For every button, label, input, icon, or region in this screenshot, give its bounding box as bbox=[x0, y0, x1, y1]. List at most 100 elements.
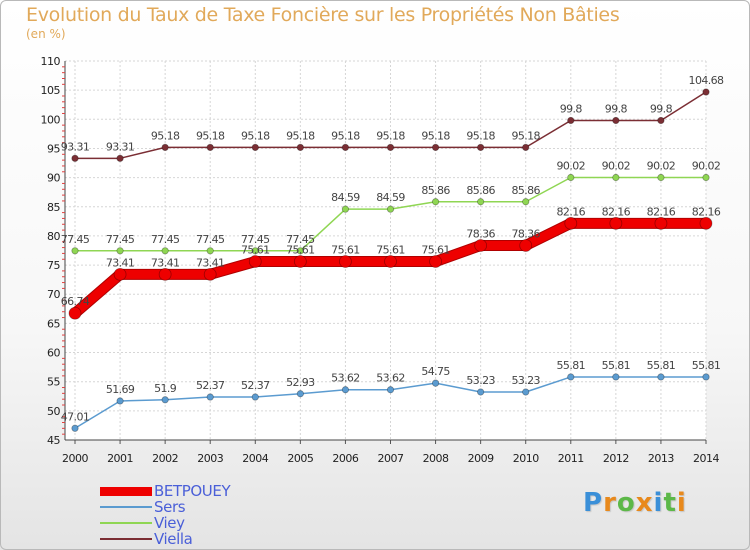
data-point-viella bbox=[161, 143, 169, 152]
data-point-betpouey bbox=[564, 216, 578, 230]
data-point-viella bbox=[612, 116, 620, 125]
data-label-viella: 95.18 bbox=[151, 129, 180, 142]
data-label-betpouey: 82.16 bbox=[557, 205, 586, 218]
legend-label: BETPOUEY bbox=[154, 482, 231, 500]
data-label-viella: 95.18 bbox=[376, 129, 405, 142]
data-point-sers bbox=[612, 373, 620, 381]
data-label-sers: 53.23 bbox=[511, 374, 540, 387]
logo-letter: r bbox=[603, 488, 617, 518]
data-point-sers bbox=[567, 373, 575, 381]
legend-label: Viella bbox=[154, 530, 193, 548]
data-point-viella bbox=[116, 154, 124, 162]
data-point-sers bbox=[702, 373, 710, 381]
x-tick-label: 2014 bbox=[693, 452, 719, 465]
data-point-sers bbox=[386, 386, 395, 394]
x-tick-label: 2002 bbox=[152, 452, 178, 465]
data-label-viey: 77.45 bbox=[286, 233, 315, 246]
data-label-viey: 84.59 bbox=[331, 191, 360, 204]
data-label-viey: 77.45 bbox=[241, 233, 270, 246]
data-label-viey: 85.86 bbox=[511, 184, 540, 197]
logo-letter: t bbox=[663, 488, 677, 518]
y-tick-label: 55 bbox=[47, 376, 60, 389]
data-label-betpouey: 73.41 bbox=[151, 256, 180, 269]
data-point-sers bbox=[116, 397, 124, 405]
data-label-viella: 93.31 bbox=[106, 140, 135, 153]
data-point-betpouey bbox=[384, 255, 397, 268]
data-point-betpouey bbox=[609, 216, 623, 230]
data-point-sers bbox=[341, 386, 350, 394]
y-tick-label: 95 bbox=[47, 142, 60, 155]
y-tick-label: 85 bbox=[47, 201, 60, 214]
data-point-betpouey bbox=[68, 306, 82, 320]
data-point-viey bbox=[657, 173, 665, 182]
data-point-viey bbox=[522, 198, 530, 206]
data-label-betpouey: 75.61 bbox=[286, 244, 315, 257]
y-tick-label: 100 bbox=[41, 113, 61, 126]
data-point-viey bbox=[251, 247, 259, 255]
x-tick-label: 2001 bbox=[107, 452, 133, 465]
data-label-betpouey: 73.41 bbox=[106, 256, 135, 269]
data-label-sers: 55.81 bbox=[692, 359, 721, 372]
legend-item-betpouey: BETPOUEY bbox=[100, 482, 231, 500]
data-label-viey: 85.86 bbox=[421, 184, 450, 197]
data-label-viella: 95.18 bbox=[466, 129, 495, 142]
data-label-viey: 77.45 bbox=[61, 233, 90, 246]
data-point-sers bbox=[71, 424, 79, 432]
data-label-viella: 95.18 bbox=[286, 129, 315, 142]
data-label-betpouey: 75.61 bbox=[331, 244, 360, 257]
data-label-betpouey: 82.16 bbox=[602, 205, 631, 218]
data-label-sers: 55.81 bbox=[557, 359, 586, 372]
logo-letter: o bbox=[616, 488, 636, 518]
y-tick-label: 90 bbox=[47, 172, 60, 185]
data-point-viey bbox=[431, 198, 440, 206]
legend-swatch bbox=[100, 538, 152, 540]
data-point-betpouey bbox=[339, 255, 352, 268]
data-point-betpouey bbox=[429, 255, 442, 268]
data-point-viey bbox=[567, 173, 575, 182]
x-tick-label: 2012 bbox=[603, 452, 629, 465]
data-label-sers: 51.69 bbox=[106, 383, 135, 396]
data-label-betpouey: 82.16 bbox=[692, 205, 721, 218]
data-label-betpouey: 75.61 bbox=[376, 244, 405, 257]
logo-letter: i bbox=[676, 488, 687, 518]
x-tick-label: 2003 bbox=[197, 452, 223, 465]
x-tick-label: 2008 bbox=[423, 452, 449, 465]
data-point-betpouey bbox=[293, 255, 307, 268]
logo-letter: x bbox=[635, 488, 654, 518]
data-label-sers: 53.62 bbox=[331, 372, 360, 385]
data-point-sers bbox=[296, 390, 304, 398]
data-point-betpouey bbox=[519, 239, 533, 252]
y-tick-label: 110 bbox=[41, 55, 61, 68]
legend-swatch bbox=[100, 522, 152, 524]
y-unit-label: (en %) bbox=[26, 27, 66, 41]
data-point-betpouey bbox=[474, 239, 488, 252]
data-point-viella bbox=[431, 143, 440, 152]
logo-letter: i bbox=[653, 488, 664, 518]
data-point-sers bbox=[251, 393, 259, 401]
data-label-sers: 52.37 bbox=[241, 379, 270, 392]
data-label-sers: 52.93 bbox=[286, 376, 315, 389]
data-point-viey bbox=[296, 247, 304, 255]
data-label-sers: 52.37 bbox=[196, 379, 225, 392]
data-label-sers: 54.75 bbox=[421, 365, 450, 378]
data-point-sers bbox=[657, 373, 665, 381]
data-point-viella bbox=[477, 143, 485, 152]
y-tick-label: 70 bbox=[47, 288, 60, 301]
data-point-sers bbox=[431, 379, 440, 387]
data-point-viey bbox=[116, 247, 124, 255]
proxiti-logo: Proxiti bbox=[583, 488, 687, 518]
data-point-viella bbox=[71, 154, 79, 162]
x-tick-label: 2011 bbox=[558, 452, 584, 465]
data-point-viey bbox=[702, 173, 710, 182]
data-label-viey: 85.86 bbox=[466, 184, 495, 197]
data-point-viella bbox=[567, 116, 575, 125]
data-point-viey bbox=[71, 247, 79, 255]
x-tick-label: 2000 bbox=[62, 452, 88, 465]
data-label-viey: 90.02 bbox=[602, 159, 631, 172]
y-tick-label: 50 bbox=[47, 405, 60, 418]
data-point-sers bbox=[161, 396, 169, 404]
y-tick-label: 45 bbox=[47, 434, 60, 447]
data-label-betpouey: 75.61 bbox=[241, 244, 270, 257]
legend-item-viey: Viey bbox=[100, 515, 230, 531]
chart-title: Evolution du Taux de Taxe Foncière sur l… bbox=[26, 4, 620, 26]
